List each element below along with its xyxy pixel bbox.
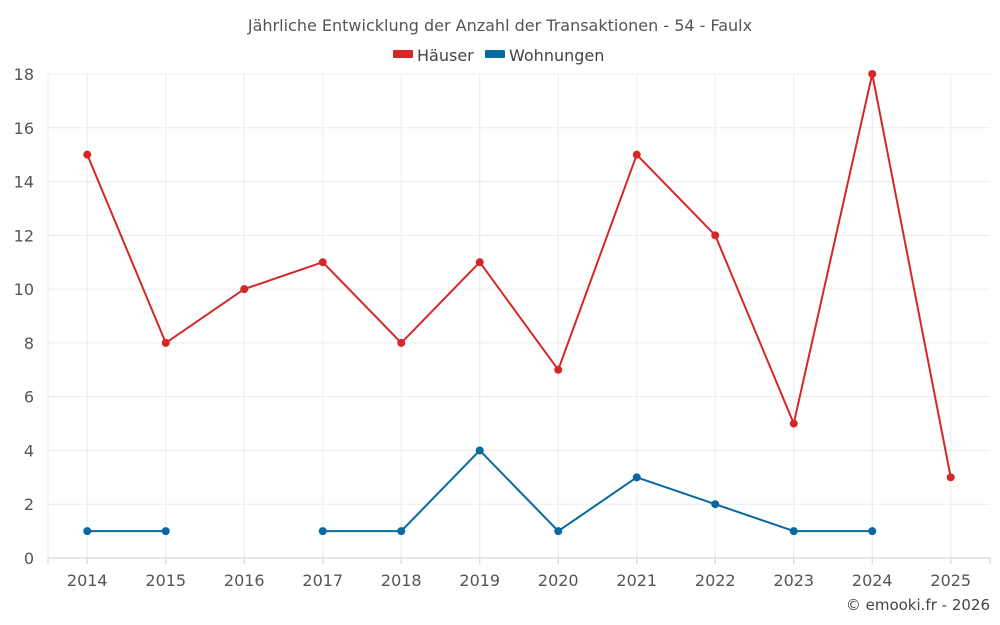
legend-label-haeuser: Häuser	[417, 46, 474, 65]
x-tick-label: 2022	[695, 571, 736, 590]
data-point-wohnungen-2021[interactable]	[632, 473, 641, 482]
legend-swatch-haeuser	[393, 50, 413, 58]
y-tick-label: 2	[24, 495, 34, 514]
legend-item-haeuser[interactable]: Häuser	[393, 46, 474, 65]
chart-title: Jährliche Entwicklung der Anzahl der Tra…	[247, 16, 752, 35]
y-tick-label: 8	[24, 334, 34, 353]
y-tick-label: 6	[24, 388, 34, 407]
grid	[48, 73, 990, 558]
data-point-haeuser-2015[interactable]	[161, 338, 170, 347]
data-point-haeuser-2019[interactable]	[475, 258, 484, 267]
x-tick-label: 2018	[381, 571, 422, 590]
series-line-wohnungen	[322, 449, 873, 533]
series	[83, 70, 955, 536]
y-tick-label: 12	[14, 226, 34, 245]
x-tick-label: 2024	[852, 571, 893, 590]
data-point-haeuser-2022[interactable]	[711, 231, 720, 240]
data-point-wohnungen-2019[interactable]	[475, 446, 484, 455]
data-point-haeuser-2014[interactable]	[83, 150, 92, 159]
legend: Häuser Wohnungen	[393, 46, 604, 65]
y-tick-label: 14	[14, 173, 34, 192]
data-point-wohnungen-2014[interactable]	[83, 527, 92, 536]
data-point-haeuser-2020[interactable]	[554, 365, 563, 374]
data-point-wohnungen-2023[interactable]	[789, 527, 798, 536]
data-point-wohnungen-2018[interactable]	[397, 527, 406, 536]
x-tick-label: 2025	[930, 571, 971, 590]
y-tick-label: 18	[14, 65, 34, 84]
x-tick-label: 2020	[538, 571, 579, 590]
x-tick-label: 2019	[459, 571, 500, 590]
x-tick-label: 2016	[224, 571, 265, 590]
data-point-haeuser-2017[interactable]	[318, 258, 327, 267]
data-point-haeuser-2016[interactable]	[240, 285, 249, 294]
y-tick-label: 16	[14, 119, 34, 138]
x-tick-label: 2015	[145, 571, 186, 590]
x-tick-label: 2017	[302, 571, 343, 590]
series-wohnungen	[83, 446, 877, 536]
y-tick-label: 4	[24, 441, 34, 460]
data-point-wohnungen-2017[interactable]	[318, 527, 327, 536]
legend-swatch-wohnungen	[485, 50, 505, 58]
data-point-haeuser-2023[interactable]	[789, 419, 798, 428]
x-tick-label: 2021	[616, 571, 657, 590]
data-point-haeuser-2018[interactable]	[397, 338, 406, 347]
data-point-wohnungen-2024[interactable]	[868, 527, 877, 536]
y-tick-label: 0	[24, 549, 34, 568]
x-tick-label: 2023	[773, 571, 814, 590]
series-haeuser	[83, 70, 955, 482]
data-point-wohnungen-2020[interactable]	[554, 527, 563, 536]
axes: 0 2 4 6 8 10 12 14 16 18 2014 2015 2016 2017 2018 2019 2…	[14, 65, 991, 590]
data-point-haeuser-2025[interactable]	[946, 473, 955, 482]
legend-item-wohnungen[interactable]: Wohnungen	[485, 46, 604, 65]
data-point-haeuser-2021[interactable]	[632, 150, 641, 159]
data-point-haeuser-2024[interactable]	[868, 70, 877, 78]
series-line-haeuser	[86, 73, 952, 478]
y-tick-label: 10	[14, 280, 34, 299]
x-tick-label: 2014	[67, 571, 108, 590]
data-point-wohnungen-2015[interactable]	[161, 527, 170, 536]
data-point-wohnungen-2022[interactable]	[711, 500, 720, 509]
credit-text: © emooki.fr - 2026	[846, 596, 990, 614]
legend-label-wohnungen: Wohnungen	[509, 46, 604, 65]
